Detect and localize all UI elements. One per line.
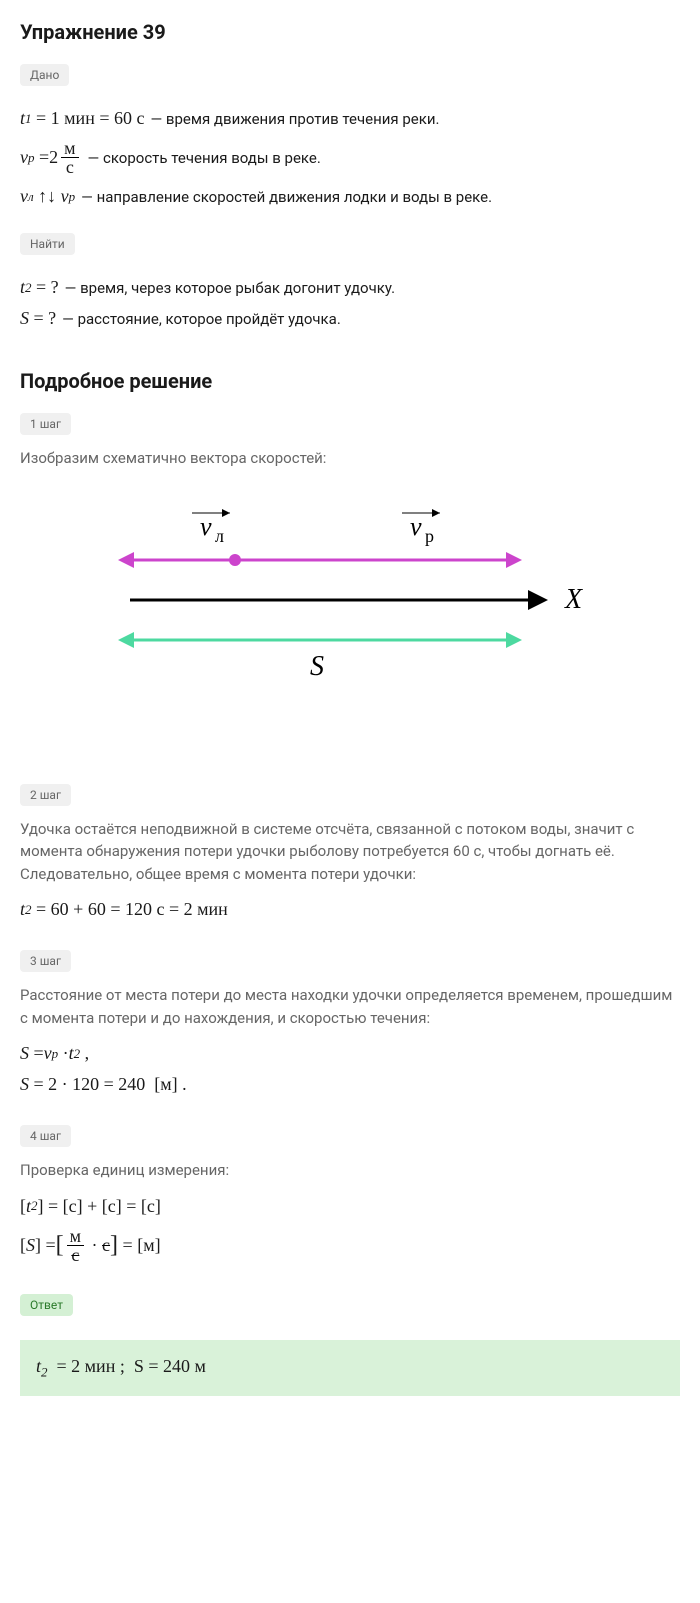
- given-line-1: t1 = 1 мин = 60 с — время движения проти…: [20, 108, 680, 129]
- svg-text:v: v: [200, 512, 212, 541]
- svg-text:S: S: [310, 651, 324, 682]
- step4-badge: 4 шаг: [20, 1125, 71, 1147]
- step4-math2: [S] = [ м с · с ] = [м]: [20, 1227, 680, 1264]
- step3-text: Расстояние от места потери до места нахо…: [20, 984, 680, 1029]
- svg-text:v: v: [410, 512, 422, 541]
- find-line-1: t2 = ? — время, через которое рыбак дого…: [20, 277, 680, 298]
- step2-math: t2 = 60 + 60 = 120 с = 2 мин: [20, 899, 680, 920]
- step1-text: Изобразим схематично вектора скоростей:: [20, 447, 680, 470]
- exercise-title: Упражнение 39: [20, 20, 680, 44]
- given-badge: Дано: [20, 64, 69, 86]
- step1-badge: 1 шаг: [20, 413, 71, 435]
- given-line-3: vл ↑↓ vp — направление скоростей движени…: [20, 186, 680, 207]
- step3-math2: S = 2 · 120 = 240 [м] .: [20, 1074, 680, 1095]
- answer-badge: Ответ: [20, 1294, 73, 1316]
- given-line-2: vp = 2 м с — скорость течения воды в рек…: [20, 139, 680, 176]
- step3-math1: S = vp · t2 ,: [20, 1043, 680, 1064]
- solution-title: Подробное решение: [20, 369, 680, 393]
- svg-text:р: р: [425, 526, 434, 546]
- step2-text: Удочка остаётся неподвижной в системе от…: [20, 818, 680, 886]
- svg-text:л: л: [215, 526, 224, 546]
- answer-box: t2 = 2 мин ; S = 240 м: [20, 1340, 680, 1397]
- step4-math1: [t2] = [с] + [с] = [с]: [20, 1196, 680, 1217]
- step4-text: Проверка единиц измерения:: [20, 1159, 680, 1182]
- svg-text:X: X: [564, 584, 583, 615]
- find-line-2: S = ? — расстояние, которое пройдёт удоч…: [20, 308, 680, 329]
- step2-badge: 2 шаг: [20, 784, 71, 806]
- find-badge: Найти: [20, 233, 75, 255]
- step3-badge: 3 шаг: [20, 950, 71, 972]
- velocity-diagram: v л v р X S: [70, 500, 630, 704]
